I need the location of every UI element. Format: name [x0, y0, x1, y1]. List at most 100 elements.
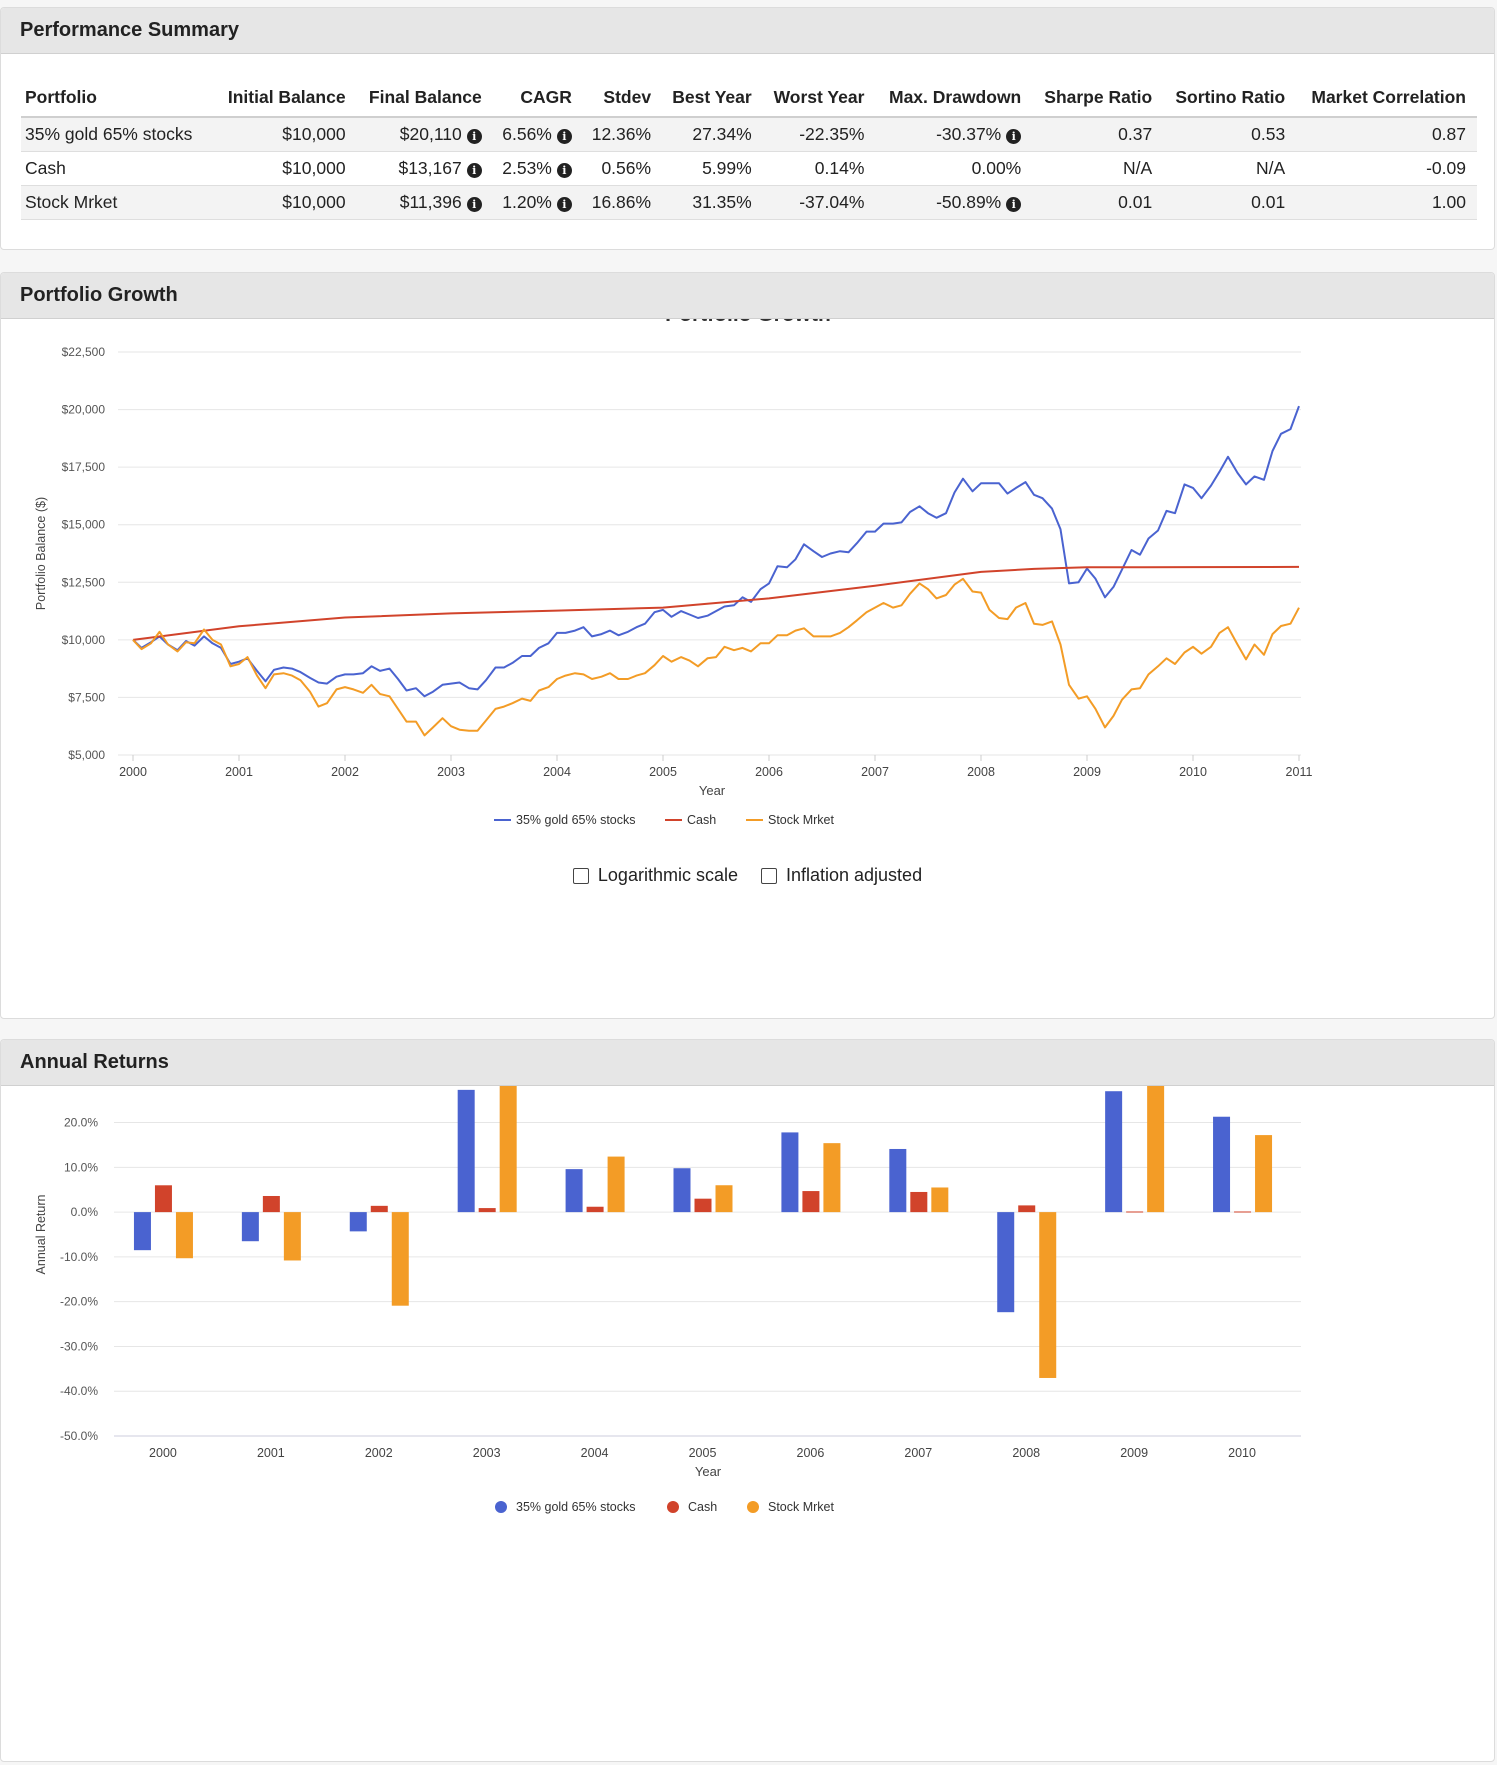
cell-value: 16.86% [591, 192, 652, 212]
annual-returns-panel: Annual Returns Annual Returns-50.0%-40.0… [0, 1039, 1495, 1762]
cell-initial: $10,000 [215, 151, 357, 186]
table-row: Stock Mrket $10,000 $11,396 i 1.20% i 16.86% 31… [21, 185, 1477, 220]
cell-value: -0.09 [1426, 158, 1466, 178]
bar-gold [673, 1168, 691, 1213]
cell-value: Cash [25, 158, 66, 178]
cell-value: 1.20% [502, 192, 552, 212]
bar-cash [1126, 1211, 1144, 1213]
info-icon[interactable]: i [556, 197, 572, 212]
cell-worst: 0.14% [762, 151, 876, 186]
legend-swatch [747, 1501, 759, 1513]
column-header[interactable]: Final Balance [356, 78, 493, 118]
cell-portfolio: Stock Mrket [21, 185, 216, 220]
x-tick-label: 2004 [543, 765, 571, 779]
column-header[interactable]: Stdev [582, 78, 663, 118]
cell-value: 0.14% [814, 158, 865, 178]
y-tick-label: -40.0% [60, 1384, 98, 1398]
info-icon[interactable]: i [1006, 129, 1022, 144]
cell-value: 31.35% [692, 192, 752, 212]
cell-value: $13,167 [398, 158, 462, 178]
x-tick-label: 2010 [1179, 765, 1207, 779]
cell-value: $11,396 [399, 192, 462, 212]
info-icon[interactable]: i [1006, 197, 1022, 212]
column-header[interactable]: Best Year [662, 78, 763, 118]
portfolio-growth-header: Portfolio Growth [1, 273, 1494, 319]
bar-gold [565, 1169, 583, 1213]
legend-label: Stock Mrket [768, 1500, 835, 1514]
logarithmic-scale-option[interactable]: Logarithmic scale [572, 865, 738, 886]
cell-value: -30.37% [936, 124, 1002, 144]
y-axis-label: Portfolio Balance ($) [34, 497, 48, 610]
bar-stock [931, 1187, 949, 1213]
inflation-adjusted-option[interactable]: Inflation adjusted [760, 865, 922, 886]
bar-stock [499, 1086, 517, 1213]
info-icon[interactable]: i [466, 129, 482, 144]
series-line-gold [132, 405, 1300, 698]
cell-sortino: 0.53 [1163, 117, 1297, 152]
column-header[interactable]: Worst Year [762, 78, 876, 118]
y-tick-label: 10.0% [64, 1160, 98, 1174]
y-tick-label: 20.0% [64, 1116, 98, 1130]
bar-gold [889, 1148, 907, 1213]
cell-value: 0.00% [971, 158, 1022, 178]
logarithmic-scale-checkbox[interactable] [572, 867, 589, 884]
cell-value: 0.01 [1118, 192, 1153, 212]
cell-value: N/A [1123, 158, 1153, 178]
bar-cash [370, 1205, 388, 1213]
cell-value: 0.53 [1251, 124, 1286, 144]
cell-final: $13,167 i [356, 151, 493, 186]
legend-label: Cash [688, 1500, 717, 1514]
x-tick-label: 2002 [331, 765, 359, 779]
annual-returns-header: Annual Returns [1, 1040, 1494, 1086]
series-line-stock [132, 577, 1300, 737]
info-icon[interactable]: i [556, 129, 572, 144]
x-tick-label: 2010 [1228, 1446, 1256, 1460]
chart-options: Logarithmic scale Inflation adjusted [1, 865, 1494, 889]
y-tick-label: 0.0% [71, 1205, 99, 1219]
column-header[interactable]: Market Correlation [1296, 78, 1477, 118]
info-icon[interactable]: i [556, 163, 572, 178]
column-header[interactable]: Sharpe Ratio [1032, 78, 1164, 118]
info-icon[interactable]: i [466, 163, 482, 178]
cell-value: 1.00 [1431, 192, 1466, 212]
cell-value: -50.89% [936, 192, 1002, 212]
column-header[interactable]: Sortino Ratio [1163, 78, 1297, 118]
y-tick-label: $17,500 [62, 460, 106, 474]
cell-value: 0.37 [1118, 124, 1153, 144]
x-tick-label: 2003 [437, 765, 465, 779]
cell-value: 5.99% [702, 158, 752, 178]
cell-value: 0.87 [1431, 124, 1466, 144]
bar-gold [241, 1212, 259, 1242]
column-header[interactable]: CAGR [492, 78, 583, 118]
cell-value: Stock Mrket [25, 192, 118, 212]
column-header[interactable]: Initial Balance [215, 78, 357, 118]
bar-cash [478, 1208, 496, 1213]
cell-sortino: N/A [1163, 151, 1297, 186]
x-tick-label: 2007 [861, 765, 889, 779]
column-header[interactable]: Max. Drawdown [875, 78, 1033, 118]
y-tick-label: $10,000 [62, 633, 106, 647]
column-header[interactable]: Portfolio [21, 78, 216, 118]
bar-cash [262, 1195, 280, 1213]
cell-stdev: 12.36% [582, 117, 663, 152]
x-tick-label: 2006 [755, 765, 783, 779]
cell-drawdown: -50.89% i [875, 185, 1033, 220]
bar-stock [283, 1212, 301, 1261]
bar-cash [1234, 1211, 1252, 1213]
bar-gold [1213, 1116, 1231, 1213]
y-tick-label: $20,000 [62, 403, 106, 417]
x-axis-label: Year [699, 783, 726, 798]
cell-corr: -0.09 [1296, 151, 1477, 186]
table-row: 35% gold 65% stocks $10,000 $20,110 i 6.56% i… [21, 117, 1477, 152]
portfolio-growth-panel: Portfolio Growth Portfolio Growth $5,000 $… [0, 272, 1495, 1019]
y-tick-label: -50.0% [60, 1429, 98, 1443]
cell-value: 12.36% [591, 124, 652, 144]
inflation-adjusted-checkbox[interactable] [760, 867, 777, 884]
x-tick-label: 2000 [149, 1446, 177, 1460]
cell-cagr: 6.56% i [492, 117, 583, 152]
portfolio-growth-chart: Portfolio Growth $5,000 $7,500 $10,000 $12,5… [34, 319, 1312, 827]
cell-sortino: 0.01 [1163, 185, 1297, 220]
cell-value: N/A [1256, 158, 1286, 178]
info-icon[interactable]: i [466, 197, 482, 212]
cell-initial: $10,000 [215, 117, 357, 152]
